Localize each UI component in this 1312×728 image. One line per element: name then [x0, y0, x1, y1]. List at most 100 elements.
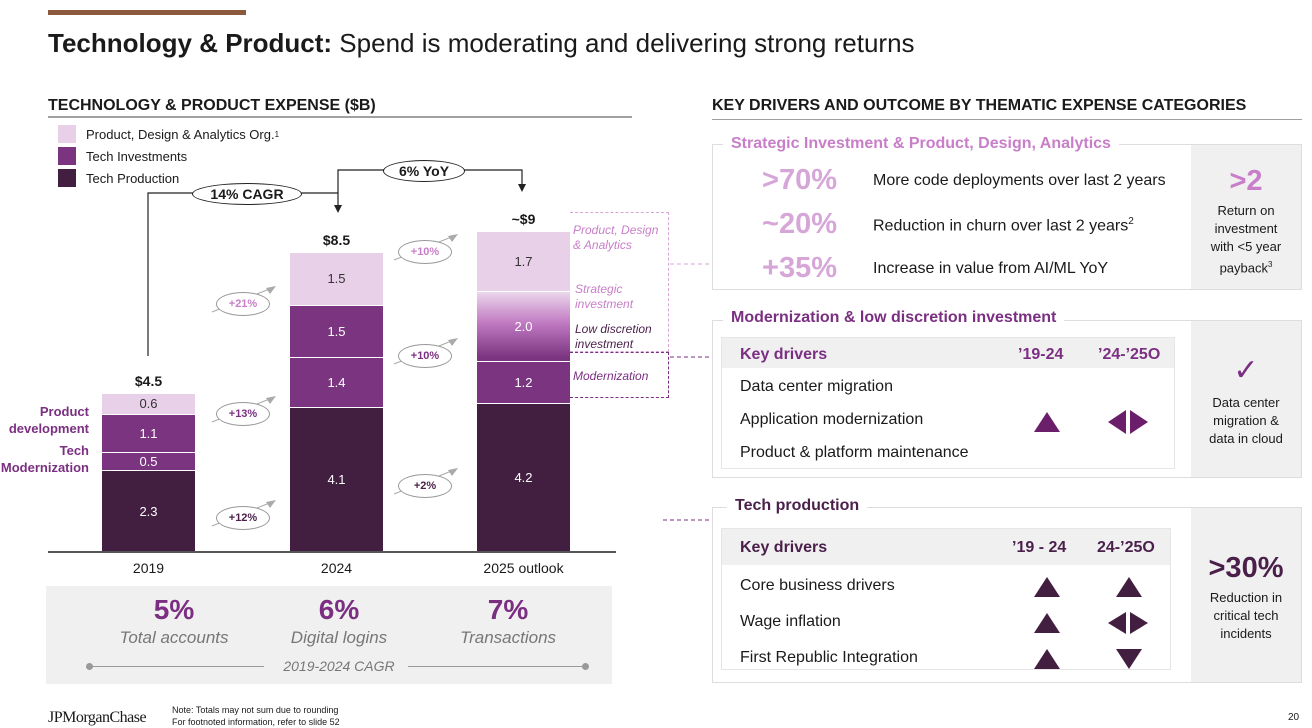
cagr-callout: 14% CAGR — [192, 183, 302, 205]
header-19-24: ’19-24 — [1018, 346, 1064, 363]
right-heading-divider — [712, 119, 1302, 120]
production-outcome-text: Reduction in critical tech incidents — [1209, 590, 1283, 641]
production-outcome-value: >30% — [1208, 552, 1284, 584]
trend-up-icon — [1116, 577, 1142, 597]
footnote-reference: For footnoted information, refer to slid… — [172, 717, 340, 727]
modernization-panel: Modernization & low discretion investmen… — [712, 309, 1302, 478]
table-row: Data center migration — [740, 378, 893, 395]
chart-title: TECHNOLOGY & PRODUCT EXPENSE ($B) — [48, 97, 376, 114]
header-24-25: 24-’25O — [1097, 539, 1155, 556]
strategic-outcome: >2 Return on investment with <5 year pay… — [1191, 145, 1301, 289]
legend-label: Tech Production — [86, 170, 180, 186]
annotation-modernization: Modernization — [573, 369, 649, 383]
cagr-summary-box: 5% Total accounts 6% Digital logins 7% T… — [46, 586, 612, 684]
bar-segment-investment: 2.0 — [477, 290, 570, 361]
footnote-mark: 1 — [274, 129, 280, 139]
strategic-outcome-value: >2 — [1229, 165, 1263, 197]
bar-total-label: $4.5 — [134, 372, 163, 389]
side-label-product-development: Product development — [8, 404, 89, 436]
bar-total-label: $8.5 — [322, 231, 351, 248]
table-row: Core business drivers — [740, 577, 895, 594]
growth-label: +2% — [398, 474, 452, 498]
bar-segment-investment: 1.5 — [290, 304, 383, 358]
metric-deployments-text: More code deployments over last 2 years — [873, 172, 1166, 189]
panel-connectors — [660, 263, 712, 521]
chart-title-divider — [48, 116, 632, 118]
bar-segment-tech-production: 2.3 — [102, 470, 195, 551]
bar-segment-tech-production: 4.1 — [290, 406, 383, 551]
metric-aiml-text: Increase in value from AI/ML YoY — [873, 260, 1109, 277]
side-label-tech-modernization: Tech Modernization — [0, 443, 89, 475]
growth-label: +12% — [216, 506, 270, 530]
metric-churn-value: ~20% — [762, 208, 837, 240]
legend-item: Tech Investments — [58, 145, 279, 167]
modernization-outcome: ✓ Data center migration & data in cloud — [1191, 321, 1301, 477]
x-tick-label: 2024 — [320, 560, 353, 576]
growth-label: +10% — [398, 344, 452, 368]
legend-item: Product, Design & Analytics Org. 1 — [58, 123, 279, 145]
slide-title: Technology & Product: Spend is moderatin… — [48, 28, 915, 59]
cagr-label-logins: Digital logins — [290, 628, 388, 647]
cagr-value-accounts: 5% — [153, 594, 195, 625]
annotation-low-discretion: Low discretion investment — [575, 322, 652, 351]
trend-down-icon — [1116, 649, 1142, 669]
metric-churn-text: Reduction in churn over last 2 years2 — [873, 216, 1134, 235]
cagr-value-transactions: 7% — [487, 594, 529, 625]
slide-title-rest: Spend is moderating and delivering stron… — [332, 28, 915, 58]
bar-segment-modernization: 1.2 — [477, 360, 570, 404]
x-tick-label: 2019 — [132, 560, 165, 576]
footnotes: Note: Totals may not sum due to rounding… — [172, 704, 340, 728]
brand-logo: JPMorganChase — [48, 709, 147, 726]
trend-up-icon — [1034, 613, 1060, 633]
production-panel: Tech production Key drivers ’19 - 24 24-… — [712, 497, 1302, 683]
strategic-outcome-label: Return on investment with <5 year paybac… — [1210, 203, 1282, 276]
table-header — [722, 529, 1170, 565]
production-outcome: >30% Reduction in critical tech incident… — [1191, 508, 1301, 682]
legend-swatch — [58, 169, 76, 187]
table-header — [722, 338, 1174, 368]
bar-segment-investment: 1.1 — [102, 413, 195, 453]
annotation-pda: Product, Design & Analytics — [573, 223, 659, 252]
legend-label: Tech Investments — [86, 148, 188, 164]
page-number: 20 — [1288, 712, 1300, 723]
modernization-outcome-text: Data center migration & data in cloud — [1209, 395, 1283, 446]
cagr-period: 2019-2024 CAGR — [283, 658, 395, 674]
header-19-24: ’19 - 24 — [1012, 539, 1067, 556]
cagr-value-logins: 6% — [318, 594, 360, 625]
strategic-title: Strategic Investment & Product, Design, … — [723, 135, 1119, 153]
modernization-title: Modernization & low discretion investmen… — [723, 309, 1065, 327]
growth-label: +13% — [216, 402, 270, 426]
annotation-box-modernization — [570, 352, 669, 398]
trend-up-icon — [1034, 412, 1060, 432]
table-row: First Republic Integration — [740, 649, 918, 666]
strategic-outcome-text: Return on investment with <5 year paybac… — [1207, 202, 1285, 277]
cagr-line-right — [408, 666, 586, 667]
table-row: Product & platform maintenance — [740, 444, 969, 461]
slide-title-bold: Technology & Product: — [48, 28, 333, 58]
strategic-panel: Strategic Investment & Product, Design, … — [712, 135, 1302, 290]
trend-flat-icon — [1108, 410, 1148, 434]
legend-item: Tech Production — [58, 167, 279, 189]
modernization-drivers-table: Key drivers ’19-24 ’24-’25O Data center … — [721, 337, 1175, 469]
trend-flat-icon — [1108, 612, 1148, 634]
trend-up-icon — [1034, 649, 1060, 669]
bar-segment-modernization: 0.5 — [102, 452, 195, 471]
table-row: Wage inflation — [740, 613, 841, 630]
bar-segment-pda: 1.7 — [477, 230, 570, 291]
metric-deployments-value: >70% — [762, 164, 837, 196]
bar-segment-modernization: 1.4 — [290, 357, 383, 407]
cagr-dot-left — [86, 663, 93, 670]
cagr-label-transactions: Transactions — [459, 628, 557, 647]
cagr-line-left — [88, 666, 264, 667]
cagr-label-accounts: Total accounts — [119, 628, 229, 647]
yoy-callout: 6% YoY — [383, 160, 465, 182]
legend-swatch — [58, 125, 76, 143]
checkmark-icon: ✓ — [1233, 354, 1259, 387]
annotation-box-strategic — [570, 212, 669, 352]
stacked-bar-chart: 2.3 0.5 1.1 0.6 $4.5 2019 4.1 1.4 1.5 1.5 $8.5 2024… — [0, 0, 700, 590]
bar-segment-pda: 1.5 — [290, 251, 383, 305]
trend-up-icon — [1034, 577, 1060, 597]
footnote-mark: 2 — [1128, 216, 1134, 227]
bar-segment-pda: 0.6 — [102, 392, 195, 414]
production-drivers-table: Key drivers ’19 - 24 24-’25O Core busine… — [721, 528, 1171, 670]
